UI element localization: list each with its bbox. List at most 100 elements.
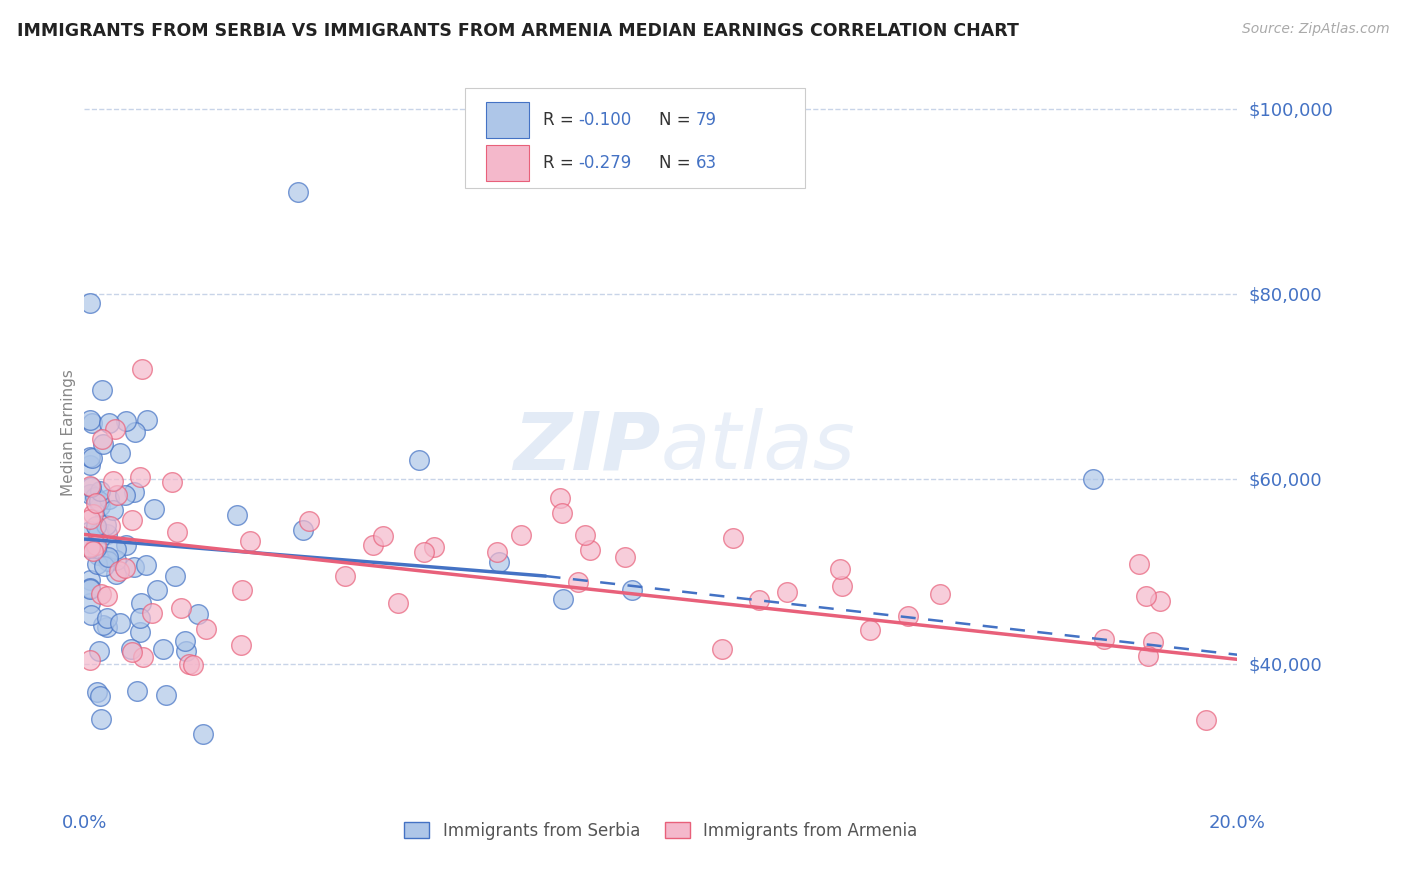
- Point: [1083, 472, 1105, 486]
- Point: [97, 416, 120, 430]
- FancyBboxPatch shape: [485, 145, 530, 181]
- Point: [93, 559, 115, 574]
- Point: [120, 642, 142, 657]
- Point: [298, 514, 321, 528]
- Point: [79, 540, 101, 554]
- Point: [387, 596, 409, 610]
- Point: [86, 548, 108, 562]
- Text: ZIP: ZIP: [513, 409, 661, 486]
- Point: [413, 545, 436, 559]
- Point: [101, 503, 124, 517]
- Point: [929, 587, 952, 601]
- Text: N =: N =: [658, 112, 696, 129]
- Point: [897, 608, 920, 623]
- Point: [96, 526, 118, 541]
- Point: [101, 474, 124, 488]
- Point: [87, 527, 110, 541]
- Point: [79, 479, 101, 493]
- Point: [128, 470, 150, 484]
- Point: [135, 558, 157, 573]
- Point: [225, 508, 247, 523]
- Point: [79, 582, 101, 596]
- Point: [96, 589, 118, 603]
- Point: [191, 726, 214, 740]
- Point: [89, 690, 111, 704]
- Point: [97, 553, 120, 567]
- Point: [79, 480, 101, 494]
- Point: [79, 582, 101, 596]
- Point: [79, 486, 101, 500]
- Point: [89, 483, 111, 498]
- Point: [711, 642, 734, 657]
- Point: [831, 579, 853, 593]
- Point: [84, 496, 107, 510]
- Point: [748, 593, 770, 607]
- Point: [110, 615, 132, 630]
- Point: [105, 541, 128, 556]
- Point: [1142, 635, 1164, 649]
- Point: [89, 643, 111, 657]
- Point: [114, 488, 136, 502]
- Point: [79, 524, 101, 539]
- Point: [141, 607, 163, 621]
- Text: R =: R =: [543, 112, 579, 129]
- Point: [124, 425, 146, 439]
- Point: [165, 569, 187, 583]
- Text: Source: ZipAtlas.com: Source: ZipAtlas.com: [1241, 22, 1389, 37]
- Point: [333, 568, 356, 582]
- Point: [621, 582, 644, 597]
- Point: [423, 541, 446, 555]
- Point: [84, 538, 107, 552]
- Point: [105, 488, 128, 502]
- FancyBboxPatch shape: [465, 88, 806, 188]
- Point: [859, 623, 882, 637]
- Point: [231, 583, 253, 598]
- Point: [129, 611, 152, 625]
- Point: [551, 506, 574, 520]
- Point: [82, 507, 104, 521]
- Point: [371, 529, 394, 543]
- Point: [90, 432, 112, 446]
- Point: [79, 652, 101, 666]
- Text: 63: 63: [696, 154, 717, 172]
- Point: [86, 558, 108, 572]
- Point: [146, 583, 169, 598]
- Point: [173, 634, 195, 648]
- Point: [1195, 713, 1218, 727]
- Point: [79, 296, 101, 310]
- Point: [143, 501, 166, 516]
- Point: [97, 492, 120, 507]
- Point: [292, 523, 315, 537]
- Point: [114, 538, 136, 552]
- Point: [127, 683, 149, 698]
- Point: [94, 549, 117, 564]
- Point: [177, 657, 200, 672]
- Point: [129, 596, 152, 610]
- Point: [195, 622, 218, 636]
- Point: [1092, 632, 1115, 647]
- Point: [115, 414, 138, 428]
- Point: [488, 555, 510, 569]
- Point: [828, 561, 851, 575]
- Point: [122, 485, 145, 500]
- Text: IMMIGRANTS FROM SERBIA VS IMMIGRANTS FROM ARMENIA MEDIAN EARNINGS CORRELATION CH: IMMIGRANTS FROM SERBIA VS IMMIGRANTS FRO…: [17, 22, 1019, 40]
- Point: [1135, 590, 1157, 604]
- Point: [579, 543, 602, 558]
- Point: [89, 500, 111, 514]
- Point: [79, 450, 101, 464]
- Point: [485, 545, 508, 559]
- Point: [82, 544, 104, 558]
- Point: [121, 645, 143, 659]
- Point: [80, 607, 103, 622]
- Point: [90, 712, 112, 726]
- Point: [80, 450, 103, 465]
- Point: [84, 490, 107, 504]
- Y-axis label: Median Earnings: Median Earnings: [60, 369, 76, 496]
- Point: [551, 592, 574, 607]
- Point: [79, 412, 101, 426]
- Point: [174, 643, 197, 657]
- Point: [408, 453, 430, 467]
- Text: 79: 79: [696, 112, 717, 129]
- Point: [152, 642, 174, 657]
- Point: [1128, 558, 1150, 572]
